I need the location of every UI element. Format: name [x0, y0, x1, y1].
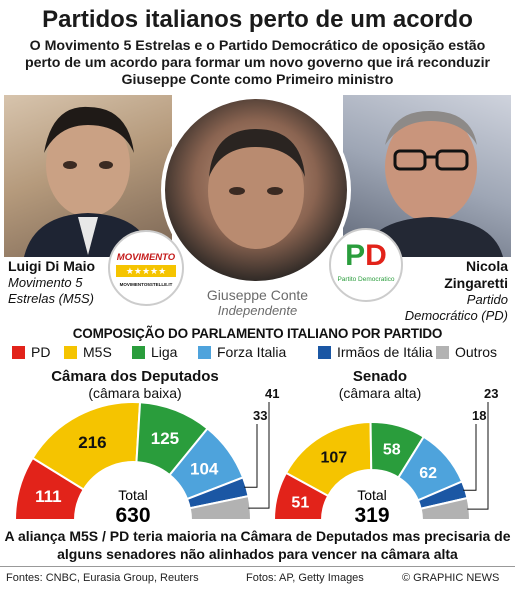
chart-title-0: Câmara dos Deputados	[51, 368, 219, 385]
legend-item-2: Liga	[132, 344, 177, 360]
pd-logo-text: PD	[345, 239, 387, 272]
segment-value-label: 18	[472, 408, 486, 423]
page-subtitle: O Movimento 5 Estrelas e o Partido Democ…	[24, 38, 491, 88]
legend-item-4: Irmãos de Itália	[318, 344, 433, 360]
m5s-logo: MOVIMENTO ★★★★★ MOVIMENTO5STELLE.IT	[108, 230, 184, 306]
party-zingaretti: Partido Democrático (PD)	[404, 292, 508, 323]
footer-photos: Fotos: AP, Getty Images	[246, 572, 364, 584]
legend-swatch	[132, 345, 145, 359]
legend-label: Outros	[455, 344, 498, 360]
segment-value-label: 125	[151, 429, 179, 448]
segment-value-label: 104	[190, 459, 219, 478]
seat-segment-outros	[419, 496, 472, 521]
segment-value-label: 107	[320, 450, 347, 467]
m5s-logo-stars: ★★★★★	[116, 265, 176, 277]
legend-item-1: M5S	[64, 344, 112, 360]
total-value: 630	[115, 504, 150, 527]
name-conte: Giuseppe Conte	[206, 287, 309, 303]
legend-label: Liga	[151, 344, 178, 360]
legend-swatch	[198, 345, 211, 359]
legend-label: PD	[31, 344, 51, 360]
chart-title-1: Senado	[352, 368, 408, 385]
footer-credit: © GRAPHIC NEWS	[402, 572, 500, 584]
segment-value-label: 23	[484, 386, 498, 401]
chamber-title-deputados: Câmara dos Deputados (câmara baixa)	[40, 368, 230, 402]
footer-sources: Fontes: CNBC, Eurasia Group, Reuters	[6, 572, 199, 584]
caption-zingaretti: Nicola Zingaretti Partido Democrático (P…	[400, 258, 508, 324]
segment-value-label: 62	[419, 465, 437, 482]
segment-value-label: 58	[383, 442, 401, 459]
name-di-maio: Luigi Di Maio	[8, 258, 96, 274]
caption-di-maio: Luigi Di Maio Movimento 5 Estrelas (M5S)	[8, 258, 118, 307]
total-label: Total	[118, 487, 148, 503]
chamber-title-senado: Senado (câmara alta)	[310, 368, 450, 402]
seat-segment-outros	[188, 494, 253, 521]
pd-logo-sub: Partito Democratico	[337, 276, 395, 283]
legend-swatch	[436, 345, 449, 359]
party-di-maio: Movimento 5 Estrelas (M5S)	[8, 275, 94, 306]
total-value: 319	[354, 504, 389, 527]
photo-giuseppe-conte	[161, 95, 351, 285]
m5s-logo-text: MOVIMENTO	[116, 252, 176, 263]
legend-label: Irmãos de Itália	[337, 344, 433, 360]
callout-line	[248, 402, 270, 509]
caption-conte: Giuseppe Conte Independente	[185, 287, 330, 319]
pd-logo: PD Partito Democratico	[329, 228, 403, 302]
segment-value-label: 51	[291, 495, 309, 512]
conclusion-text: A aliança M5S / PD teria maioria na Câma…	[4, 528, 511, 562]
legend-item-5: Outros	[436, 344, 497, 360]
legend-label: Forza Italia	[217, 344, 287, 360]
composition-title: COMPOSIÇÃO DO PARLAMENTO ITALIANO POR PA…	[72, 326, 443, 341]
party-conte: Independente	[217, 303, 298, 318]
legend-item-3: Forza Italia	[198, 344, 286, 360]
callout-line	[244, 424, 258, 488]
portrait-center-illustration	[208, 129, 305, 249]
m5s-logo-url: MOVIMENTO5STELLE.IT	[119, 282, 173, 287]
legend-item-0: PD	[12, 344, 50, 360]
callout-line	[467, 402, 489, 510]
name-zingaretti: Nicola Zingaretti	[444, 258, 508, 291]
seat-segment-m5s	[31, 401, 142, 491]
footer-bar	[0, 566, 515, 593]
legend-swatch	[318, 345, 331, 359]
segment-value-label: 111	[35, 487, 62, 506]
chart-subtitle-0: (câmara baixa)	[88, 385, 182, 401]
legend-swatch	[64, 345, 77, 359]
legend-swatch	[12, 345, 25, 359]
page-title: Partidos italianos perto de um acordo	[42, 6, 473, 33]
segment-value-label: 41	[265, 386, 279, 401]
segment-value-label: 33	[253, 408, 267, 423]
chart-subtitle-1: (câmara alta)	[338, 385, 422, 401]
callout-line	[463, 424, 477, 491]
total-label: Total	[357, 487, 387, 503]
legend-label: M5S	[83, 344, 112, 360]
segment-value-label: 216	[78, 433, 106, 452]
